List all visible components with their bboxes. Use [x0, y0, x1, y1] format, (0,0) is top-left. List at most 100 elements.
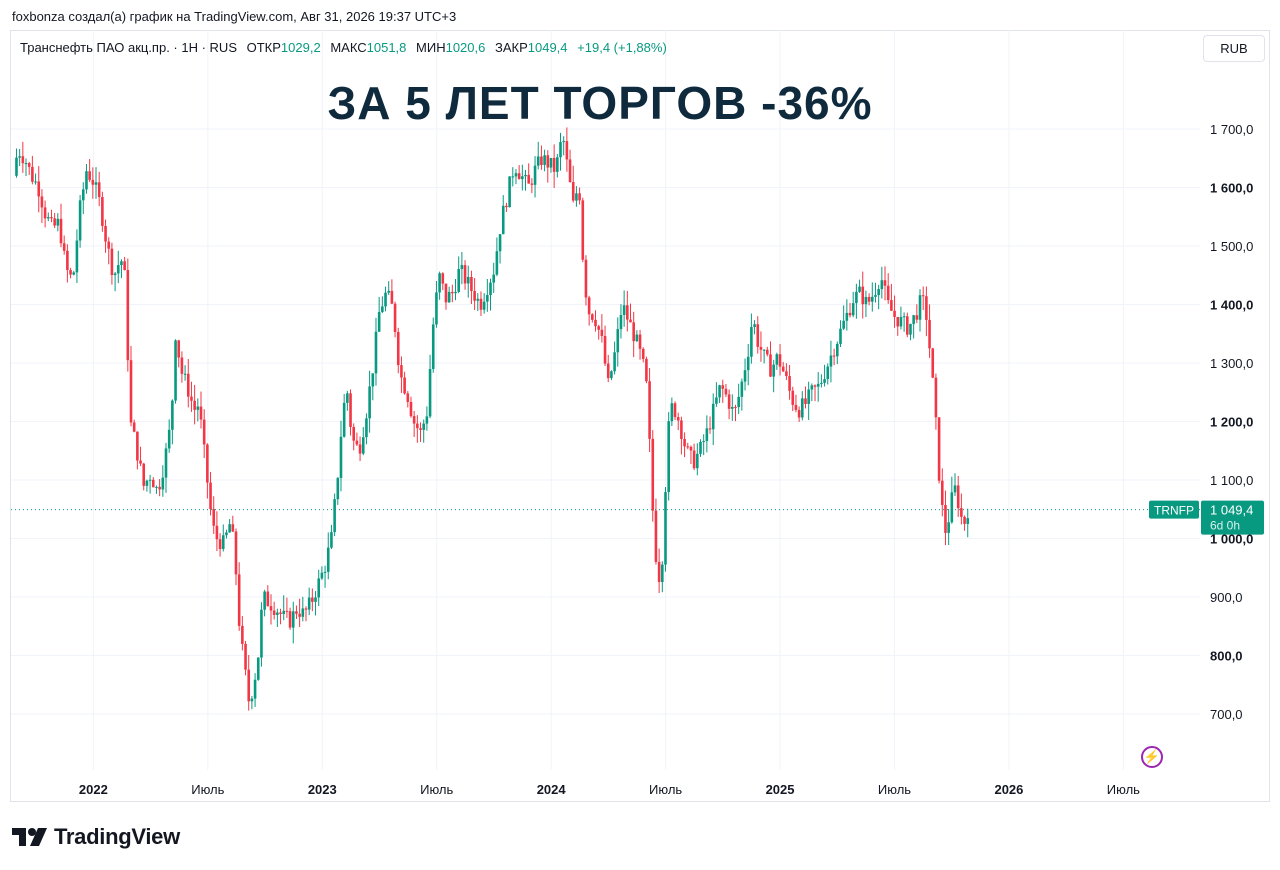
- candle-body: [766, 349, 769, 355]
- x-tick-label: 2025: [766, 782, 795, 797]
- candle-body: [330, 532, 333, 548]
- candle-body: [699, 441, 702, 454]
- candle-body: [527, 174, 530, 184]
- candle-body: [365, 418, 368, 438]
- candle-body: [855, 291, 858, 304]
- lightning-icon[interactable]: ⚡: [1141, 746, 1163, 768]
- candle-body: [622, 305, 626, 316]
- candle-body: [950, 492, 954, 523]
- candle-body: [925, 296, 928, 320]
- candle-body: [966, 518, 970, 524]
- candle-body: [21, 156, 25, 164]
- candle-body: [870, 296, 874, 302]
- candle-body: [155, 486, 158, 488]
- high-value: 1051,8: [366, 40, 407, 55]
- candle-body: [743, 370, 747, 382]
- candle-body: [543, 155, 546, 165]
- x-tick-label: 2026: [994, 782, 1023, 797]
- candle-body: [702, 441, 705, 443]
- candle-body: [753, 324, 756, 328]
- y-tick-label: 1 400,0: [1210, 298, 1253, 313]
- candle-body: [629, 319, 632, 323]
- x-tick-label: Июль: [191, 782, 224, 797]
- candle-body: [403, 377, 406, 394]
- candle-body: [225, 532, 228, 536]
- candle-body: [317, 578, 321, 598]
- candle-body: [594, 319, 597, 327]
- candle-body: [37, 181, 41, 197]
- candle-body: [963, 516, 966, 524]
- candle-body: [918, 295, 922, 320]
- candle-body: [260, 609, 263, 658]
- y-tick-label: 800,0: [1210, 649, 1243, 664]
- candle-body: [842, 320, 845, 329]
- low-label: МИН: [416, 40, 446, 55]
- candle-body: [536, 156, 540, 166]
- candle-body: [740, 381, 744, 397]
- candle-body: [34, 181, 37, 183]
- tradingview-logo: TradingView: [12, 824, 180, 850]
- candle-body: [511, 176, 515, 178]
- candle-body: [15, 157, 18, 176]
- candle-body: [600, 329, 604, 336]
- candle-body: [276, 612, 279, 615]
- candle-body: [686, 446, 690, 448]
- candle-body: [530, 183, 534, 185]
- candle-body: [190, 396, 193, 401]
- currency-button[interactable]: RUB: [1203, 35, 1265, 62]
- candle-body: [301, 608, 305, 617]
- candle-body: [737, 396, 740, 408]
- candle-body: [387, 290, 391, 293]
- x-tick-label: Июль: [420, 782, 453, 797]
- candle-body: [756, 324, 760, 347]
- candle-body: [422, 423, 426, 430]
- candle-body: [673, 403, 677, 418]
- candle-body: [460, 265, 464, 269]
- candle-body: [396, 331, 400, 366]
- candle-body: [616, 329, 620, 353]
- grid-lines: [11, 30, 1200, 770]
- candle-body: [832, 355, 836, 357]
- candle-body: [266, 591, 270, 607]
- candle-body: [463, 265, 467, 284]
- candle-body: [794, 404, 798, 410]
- last-price-line: TRNFP 1 049,46d 0h: [11, 500, 1264, 535]
- candle-body: [218, 539, 222, 549]
- candle-body: [940, 480, 944, 505]
- candle-body: [81, 189, 85, 201]
- candle-body: [883, 280, 887, 286]
- candle-body: [727, 394, 731, 409]
- candle-body: [591, 314, 594, 320]
- candle-body: [517, 173, 521, 180]
- candle-body: [425, 416, 429, 424]
- candle-body: [708, 428, 712, 430]
- candle-body: [772, 364, 775, 377]
- candle-body: [813, 385, 817, 387]
- candle-body: [444, 283, 448, 303]
- candle-body: [890, 300, 893, 311]
- candle-body: [104, 225, 107, 242]
- candle-body: [40, 196, 44, 208]
- candle-body: [718, 385, 721, 398]
- candle-body: [928, 319, 931, 349]
- candle-body: [781, 366, 785, 372]
- candle-body: [851, 303, 855, 316]
- candle-body: [505, 205, 508, 208]
- candle-body: [358, 444, 362, 454]
- candle-body: [451, 291, 454, 294]
- chart-attribution: foxbonza создал(а) график на TradingView…: [12, 9, 457, 24]
- candle-body: [314, 597, 317, 602]
- candle-body: [482, 301, 486, 310]
- candle-body: [711, 403, 715, 430]
- candle-body: [101, 197, 104, 226]
- candle-body: [69, 270, 72, 275]
- candle-body: [800, 398, 804, 418]
- candle-body: [489, 282, 492, 296]
- time-axis: 2022 Июль 2023 Июль 2024 Июль 2025 Июль 2026 Июль: [79, 782, 1140, 797]
- candle-body: [524, 174, 527, 177]
- candle-body: [339, 436, 343, 478]
- y-tick-label: 1 200,0: [1210, 415, 1253, 430]
- candle-body: [221, 535, 225, 549]
- candle-body: [279, 612, 282, 614]
